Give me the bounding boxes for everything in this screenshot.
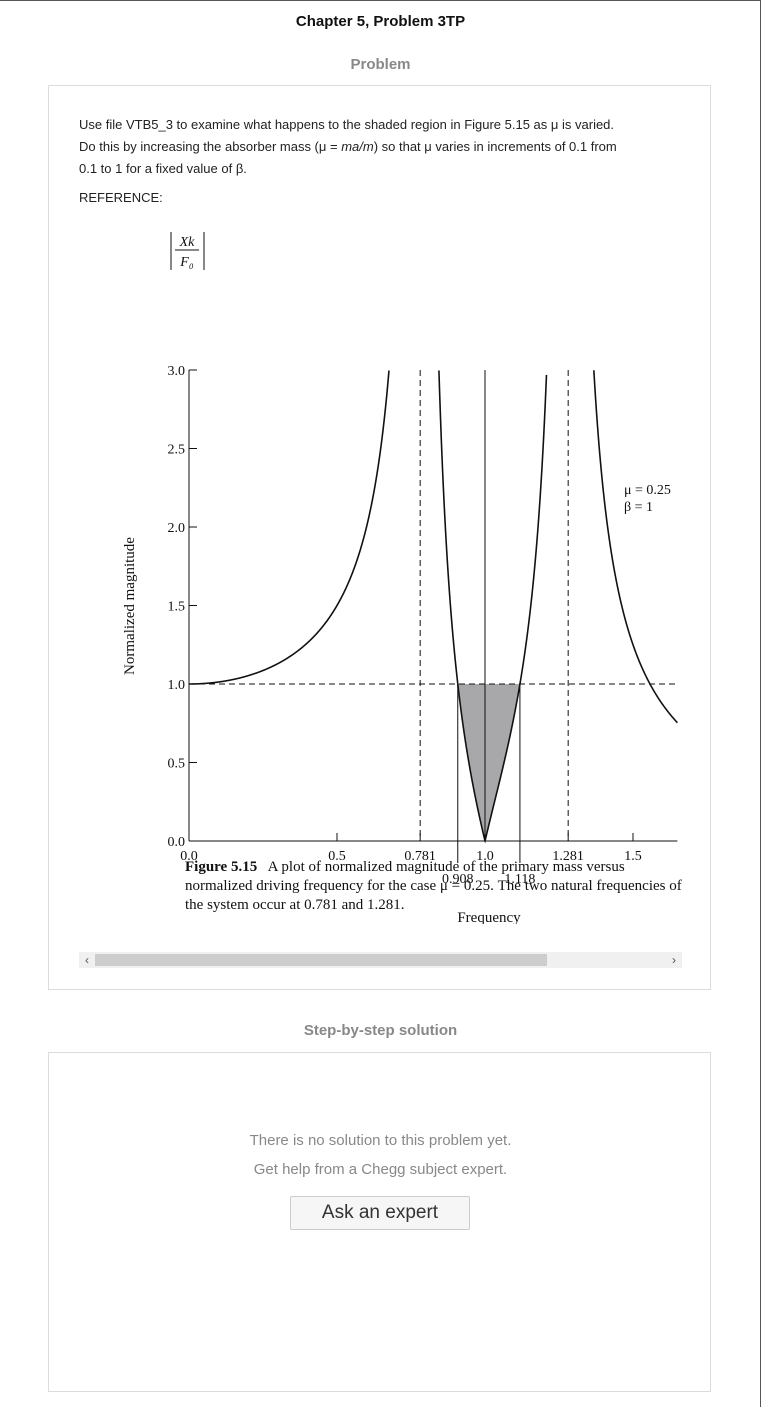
x-tick-label-0: 0.0 [180, 849, 198, 864]
chapter-title: Chapter 5, Problem 3TP [295, 13, 466, 30]
ylabel-side: Normalized magnitude [122, 537, 138, 675]
y-tick-label-0: 3.0 [168, 364, 186, 379]
x-tick-label-5: 1.5 [624, 849, 642, 864]
x-tick-label-2: 0.781 [404, 849, 436, 864]
y-tick-label-5: 0.5 [168, 757, 186, 772]
y-tick-label-3: 1.5 [168, 600, 186, 615]
problem-line-1: Use file VTB5_3 to examine what happens … [79, 117, 615, 132]
figure-caption: Figure 5.15 A plot of normalized magnitu… [185, 858, 685, 915]
param-beta: β = 1 [624, 500, 653, 515]
plot-area: 3.0 2.5 2.0 1.5 1.0 0.5 0.00.0 0.5 0.781 1.0 1.281… [168, 364, 678, 887]
ask-expert-button[interactable]: Ask an expert [290, 1196, 470, 1230]
ylabel-denominator: F₀ [179, 255, 194, 270]
solution-card: There is no solution to this problem yet… [48, 1052, 711, 1392]
problem-heading: Problem [350, 56, 411, 73]
caption-line-2: normalized driving frequency for the cas… [185, 878, 682, 894]
scroll-left-arrow-icon[interactable]: ‹ [85, 953, 89, 967]
x-tick-low-label-1: 1.118 [504, 872, 535, 887]
y-tick-label-2: 2.0 [168, 521, 186, 536]
solution-heading: Step-by-step solution [303, 1022, 458, 1039]
y-tick-label-1: 2.5 [168, 443, 186, 458]
reference-label: REFERENCE: [79, 190, 163, 205]
caption-line-3: the system occur at 0.781 and 1.281. [185, 897, 405, 913]
figure-viewport: 3.0 2.5 2.0 1.5 1.0 0.5 0.0 0.0 0.5 0.781 1.0 1.281… [79, 224, 682, 924]
scroll-right-arrow-icon[interactable]: › [672, 953, 676, 967]
caption-text-1: A plot of normalized magnitude of the pr… [267, 859, 625, 875]
x-tick-label-4: 1.281 [552, 849, 584, 864]
x-tick-label-3: 1.0 [476, 849, 494, 864]
caption-line-1: Figure 5.15 A plot of normalized magnitu… [185, 858, 685, 877]
response-curve-segment-1 [189, 370, 390, 685]
absorber-mass-ratio: ma/m [341, 139, 374, 154]
xlabel: Frequency [457, 910, 521, 924]
frame-top-edge [0, 0, 761, 1]
response-curve-segment-2 [438, 370, 548, 844]
shaded-region [457, 684, 520, 840]
x-tick-label-1: 0.5 [328, 849, 346, 864]
problem-line-2: Do this by increasing the absorber mass … [79, 136, 679, 158]
horizontal-scrollbar[interactable]: ‹ › [79, 952, 682, 968]
figure-5-15: 3.0 2.5 2.0 1.5 1.0 0.5 0.00.0 0.5 0.781 1.0 1.281… [122, 232, 678, 924]
scroll-thumb[interactable] [95, 954, 547, 966]
expert-help-message: Get help from a Chegg subject expert. [253, 1161, 508, 1178]
problem-line-2b: ) so that μ varies in increments of 0.1 … [373, 139, 617, 154]
ylabel-numerator: Xk [179, 235, 196, 250]
no-solution-message: There is no solution to this problem yet… [249, 1132, 512, 1149]
y-tick-label-6: 0.0 [168, 835, 186, 850]
response-curve-segment-3 [593, 370, 678, 724]
y-tick-label-4: 1.0 [168, 678, 186, 693]
x-tick-low-label-0: 0.908 [442, 872, 474, 887]
problem-line-2a: Do this by increasing the absorber mass … [79, 139, 342, 154]
caption-label: Figure 5.15 [185, 859, 258, 875]
param-mu: μ = 0.25 [624, 483, 671, 498]
problem-card: Use file VTB5_3 to examine what happens … [48, 85, 711, 990]
problem-statement: Use file VTB5_3 to examine what happens … [79, 114, 679, 180]
problem-line-3: 0.1 to 1 for a fixed value of β. [79, 161, 247, 176]
